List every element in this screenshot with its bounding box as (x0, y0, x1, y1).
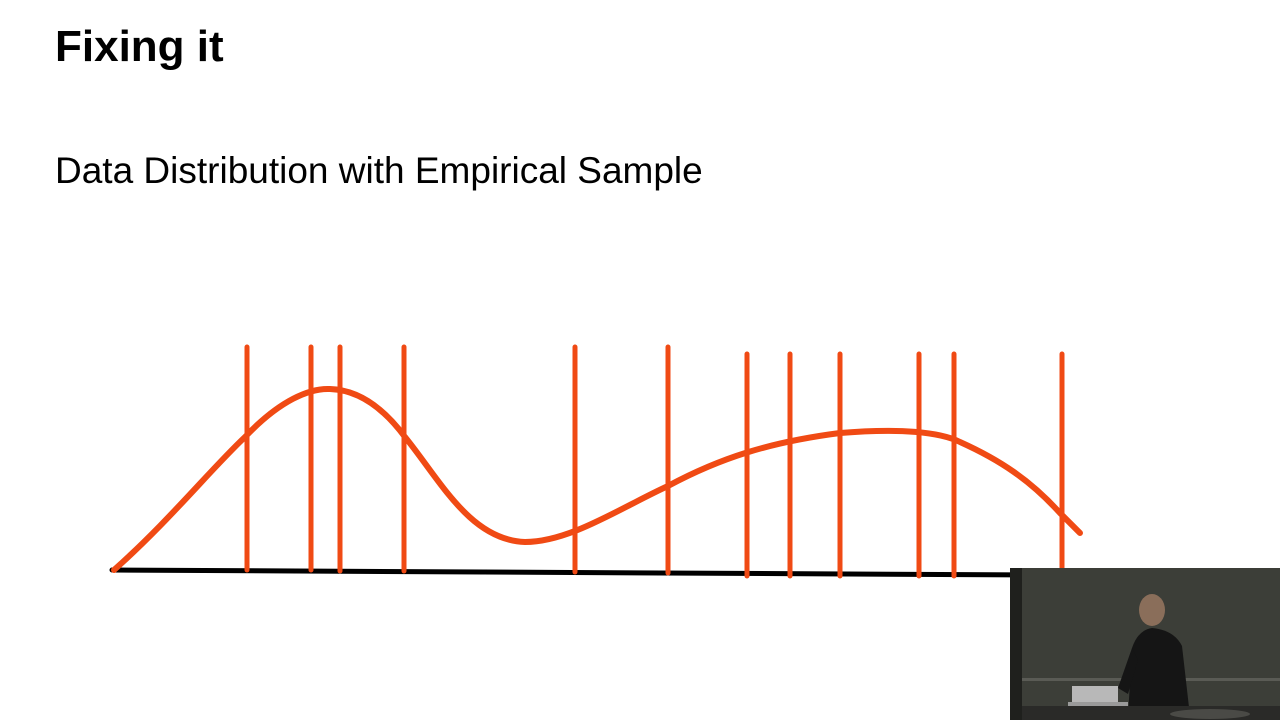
slide-title: Fixing it (55, 22, 224, 71)
baseline-axis (109, 567, 1033, 578)
presenter-video-icon (1010, 568, 1280, 720)
slide-subtitle: Data Distribution with Empirical Sample (55, 150, 703, 191)
sample-lines (244, 344, 1065, 579)
distribution-curve (111, 385, 1083, 573)
presenter-video-frame (1010, 568, 1280, 720)
